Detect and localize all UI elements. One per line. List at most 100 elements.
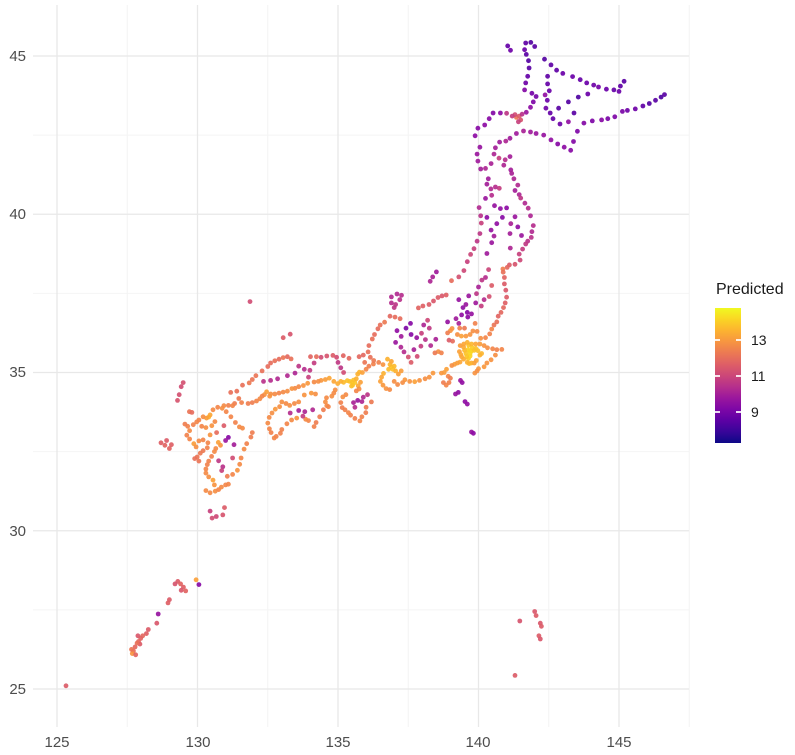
point <box>249 430 255 435</box>
point <box>620 109 625 114</box>
point <box>464 259 470 265</box>
point <box>306 374 311 380</box>
point <box>449 278 454 284</box>
y-tick-label: 35 <box>9 364 26 381</box>
point <box>341 370 346 375</box>
point <box>196 458 202 464</box>
point <box>200 448 206 454</box>
point <box>611 87 617 93</box>
point <box>349 383 354 389</box>
x-tick-label: 135 <box>325 734 350 750</box>
point <box>528 235 534 240</box>
point <box>499 347 505 352</box>
point <box>360 370 365 375</box>
point <box>318 354 324 360</box>
point <box>446 337 452 343</box>
y-axis-tick-labels: 45 40 35 30 25 <box>9 48 26 698</box>
point <box>493 184 498 190</box>
point <box>432 350 438 356</box>
point <box>509 171 515 176</box>
point <box>215 404 221 410</box>
point <box>491 233 497 239</box>
point <box>206 474 212 480</box>
point <box>135 633 141 639</box>
point <box>533 94 539 99</box>
point <box>311 379 317 385</box>
point <box>523 80 529 86</box>
point <box>547 110 553 116</box>
point <box>223 438 229 443</box>
point <box>478 220 484 226</box>
point <box>359 399 365 404</box>
point <box>525 205 531 211</box>
point <box>528 40 534 45</box>
point <box>449 363 455 368</box>
point <box>212 482 217 488</box>
point <box>323 399 328 405</box>
point <box>344 378 350 384</box>
point <box>375 326 381 332</box>
point <box>421 322 427 328</box>
point <box>280 389 286 395</box>
point <box>376 360 382 365</box>
point <box>169 442 174 448</box>
point <box>288 356 294 362</box>
point <box>346 410 351 416</box>
point <box>176 392 182 398</box>
point <box>511 176 517 182</box>
point <box>289 386 295 391</box>
point <box>474 151 480 157</box>
point <box>530 99 536 105</box>
point <box>530 223 536 229</box>
point <box>363 410 369 416</box>
point <box>393 368 398 374</box>
point <box>285 373 290 379</box>
point <box>489 240 495 246</box>
point <box>488 357 494 363</box>
point <box>475 125 481 131</box>
point <box>490 346 495 352</box>
point <box>203 470 209 476</box>
point <box>494 347 500 353</box>
point <box>360 352 366 358</box>
point <box>501 162 507 168</box>
point <box>144 631 149 636</box>
point <box>401 349 407 355</box>
point <box>231 442 237 448</box>
point <box>548 62 554 68</box>
point <box>516 251 522 257</box>
point <box>476 284 481 290</box>
point <box>528 104 533 110</box>
point <box>193 577 199 583</box>
point <box>485 345 490 351</box>
point <box>323 377 328 382</box>
point <box>221 423 227 429</box>
gridlines <box>33 5 690 727</box>
point <box>554 67 559 73</box>
point <box>430 274 436 280</box>
point <box>408 321 413 326</box>
point <box>239 400 245 405</box>
point <box>164 438 170 443</box>
point <box>395 382 400 387</box>
point <box>352 404 358 410</box>
point <box>466 293 472 299</box>
point <box>550 116 556 122</box>
point <box>487 331 493 337</box>
point <box>430 370 436 376</box>
point <box>478 335 484 341</box>
point <box>414 335 420 341</box>
point <box>571 139 576 144</box>
point <box>481 364 487 370</box>
point <box>459 312 464 318</box>
point <box>351 400 356 405</box>
legend-tick-label: 9 <box>751 404 759 421</box>
point <box>482 122 488 128</box>
point <box>464 340 470 345</box>
point <box>537 636 543 642</box>
point <box>317 414 323 420</box>
point <box>561 144 567 150</box>
point <box>422 376 428 382</box>
y-tick-label: 45 <box>9 48 26 65</box>
point <box>277 404 282 410</box>
